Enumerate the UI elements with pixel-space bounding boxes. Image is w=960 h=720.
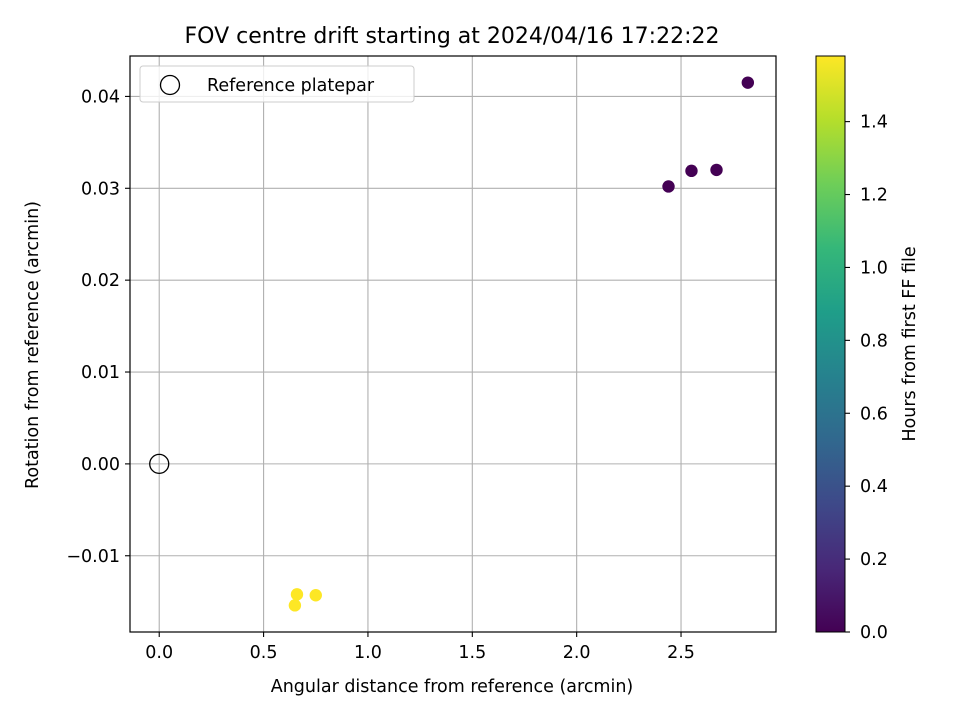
- reference-layer: [149, 453, 170, 475]
- x-axis-ticks: 0.0 0.5 1.0 1.5 2.0 2.5: [145, 632, 695, 663]
- colorbar-gradient: [815, 55, 846, 633]
- colorbar-tick-label: 0.6: [860, 404, 888, 424]
- colorbar-tick-label: 1.4: [860, 113, 888, 133]
- colorbar-tick-label: 0.0: [860, 623, 888, 643]
- y-tick-label: 0.00: [81, 455, 120, 475]
- scatter-point: [662, 180, 675, 193]
- y-tick-label: 0.02: [81, 271, 120, 291]
- scatter-point: [685, 164, 698, 178]
- scatter-point: [710, 163, 723, 177]
- x-tick-label: 0.5: [250, 643, 278, 663]
- legend-label: Reference platepar: [207, 76, 375, 96]
- scatter-point: [741, 76, 755, 89]
- colorbar-tick-label: 1.0: [860, 258, 888, 278]
- y-tick-label: 0.01: [81, 363, 120, 383]
- scatter-points: [288, 76, 755, 612]
- colorbar-tick-label: 1.2: [860, 186, 888, 206]
- reference-platepar-marker: [149, 453, 170, 475]
- x-tick-label: 2.5: [667, 643, 695, 663]
- legend: Reference platepar: [139, 65, 415, 103]
- scatter-point: [288, 599, 302, 612]
- y-axis-label: Rotation from reference (arcmin): [23, 201, 43, 489]
- x-tick-label: 1.5: [458, 643, 486, 663]
- scatter-point: [309, 589, 322, 602]
- colorbar-label: Hours from first FF file: [900, 246, 920, 441]
- scatter-point: [290, 588, 304, 601]
- colorbar: 0.0 0.2 0.4 0.6 0.8 1.0 1.2 1.4 Hours from firs…: [815, 55, 920, 643]
- y-tick-label: 0.04: [81, 87, 120, 107]
- x-tick-label: 1.0: [354, 643, 382, 663]
- y-tick-label: −0.01: [66, 547, 120, 567]
- colorbar-tick-label: 0.8: [860, 331, 888, 351]
- y-axis-ticks: −0.01 0.00 0.01 0.02 0.03 0.04: [66, 87, 130, 567]
- colorbar-tick-label: 0.2: [860, 550, 888, 570]
- y-tick-label: 0.03: [81, 179, 120, 199]
- x-tick-label: 0.0: [145, 643, 173, 663]
- chart-title: FOV centre drift starting at 2024/04/16 …: [185, 24, 720, 49]
- grid: [130, 56, 776, 632]
- x-axis-label: Angular distance from reference (arcmin): [271, 677, 634, 697]
- legend-marker-icon: [159, 74, 181, 96]
- axes-frame: [129, 55, 777, 633]
- x-tick-label: 2.0: [563, 643, 591, 663]
- colorbar-ticks: 0.0 0.2 0.4 0.6 0.8 1.0 1.2 1.4: [845, 113, 888, 643]
- legend-box: [139, 65, 415, 103]
- colorbar-tick-label: 0.4: [860, 477, 888, 497]
